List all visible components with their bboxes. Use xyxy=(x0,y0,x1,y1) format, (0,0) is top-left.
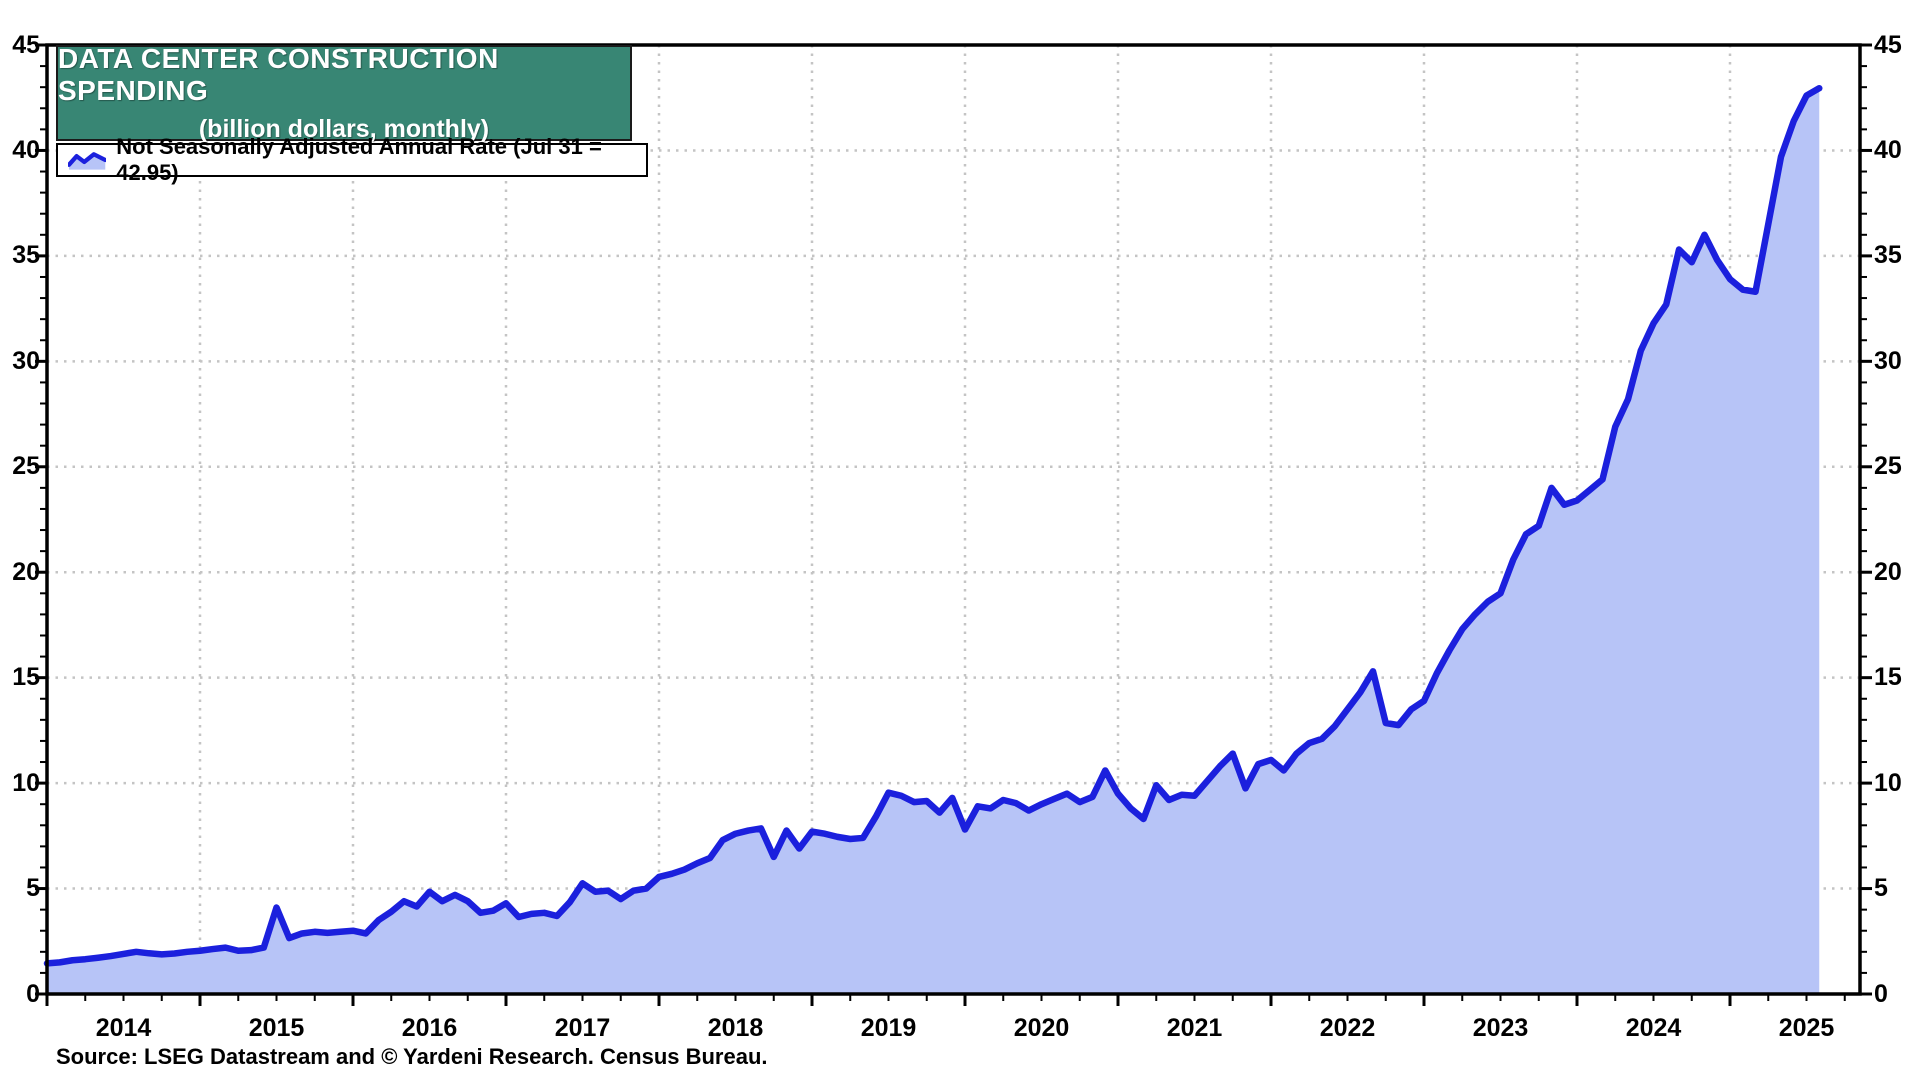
plot-border xyxy=(45,43,1862,996)
y-tick-label: 35 xyxy=(1874,241,1902,270)
y-tick-label: 45 xyxy=(12,30,40,59)
x-tick-label: 2021 xyxy=(1166,1014,1223,1042)
legend-line-swatch xyxy=(68,152,107,170)
y-tick-label: 15 xyxy=(1874,663,1902,692)
y-tick-label: 20 xyxy=(1874,557,1902,586)
x-tick-label: 2018 xyxy=(707,1014,764,1042)
y-tick-label: 0 xyxy=(1874,979,1888,1008)
x-tick-label: 2016 xyxy=(401,1014,458,1042)
x-tick-label: 2024 xyxy=(1625,1014,1682,1042)
x-tick-label: 2015 xyxy=(248,1014,305,1042)
chart-title-box: DATA CENTER CONSTRUCTION SPENDING (billi… xyxy=(56,42,632,143)
y-tick-label: 25 xyxy=(12,452,40,481)
x-tick-label: 2019 xyxy=(860,1014,917,1042)
y-tick-label: 15 xyxy=(12,663,40,692)
y-tick-label: 10 xyxy=(1874,768,1902,797)
x-tick-label: 2020 xyxy=(1013,1014,1070,1042)
y-tick-label: 5 xyxy=(1874,874,1888,903)
y-tick-label: 30 xyxy=(1874,346,1902,375)
x-tick-label: 2023 xyxy=(1472,1014,1529,1042)
legend-label: Not Seasonally Adjusted Annual Rate (Jul… xyxy=(116,134,602,185)
y-tick-label: 0 xyxy=(26,979,40,1008)
y-tick-label: 45 xyxy=(1874,30,1902,59)
y-tick-label: 40 xyxy=(1874,135,1902,164)
y-tick-label: 5 xyxy=(26,874,40,903)
series-line xyxy=(43,84,1823,967)
y-tick-label: 35 xyxy=(12,241,40,270)
y-tick-label: 40 xyxy=(12,135,40,164)
legend: Not Seasonally Adjusted Annual Rate (Jul… xyxy=(56,134,648,185)
y-tick-label: 10 xyxy=(12,768,40,797)
x-tick-label: 2022 xyxy=(1319,1014,1376,1042)
y-tick-label: 30 xyxy=(12,346,40,375)
chart-subtitle: (billion dollars, monthly) xyxy=(198,114,490,143)
chart-title: DATA CENTER CONSTRUCTION SPENDING xyxy=(58,42,499,106)
y-tick-label: 20 xyxy=(12,557,40,586)
source-note: Source: LSEG Datastream and © Yardeni Re… xyxy=(56,1044,768,1069)
series-area xyxy=(47,88,1820,995)
x-tick-label: 2017 xyxy=(554,1014,611,1042)
y-tick-label: 25 xyxy=(1874,452,1902,481)
x-tick-label: 2014 xyxy=(95,1014,152,1042)
x-tick-label: 2025 xyxy=(1778,1014,1835,1042)
